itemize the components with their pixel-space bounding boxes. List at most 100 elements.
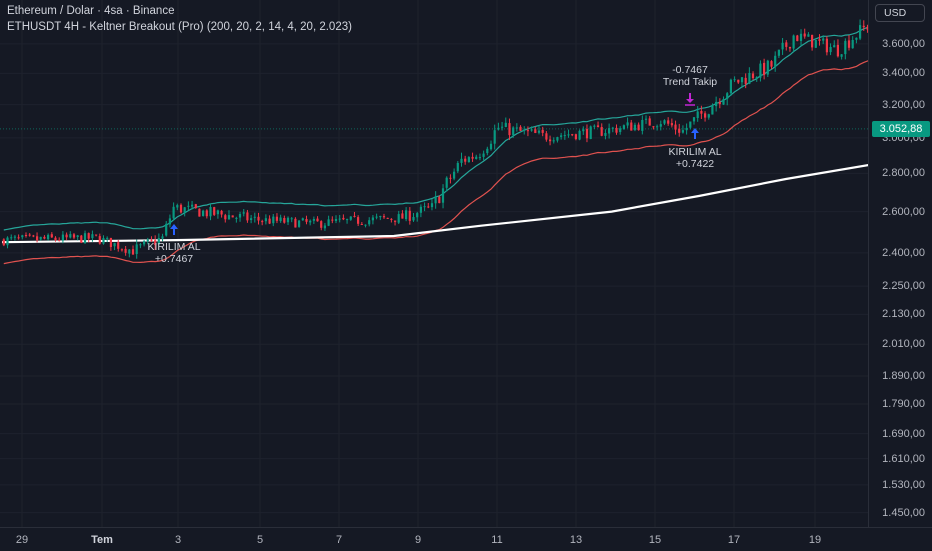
candle [560,132,563,140]
candle-body [729,79,732,94]
exit-label: Trend Takip [662,76,718,88]
chart-title[interactable]: Ethereum / Dolar · 4sa · Binance [7,5,175,17]
price-chart[interactable] [0,0,868,527]
candle [209,203,212,221]
candle-body [305,219,308,222]
candle-body [382,216,386,218]
candle-body [862,25,865,28]
candle-body [715,101,718,107]
candle [390,218,393,223]
candle [117,239,120,252]
candle [866,24,868,33]
candle [541,126,544,137]
candle [530,126,533,132]
candle [803,28,806,39]
candle [39,236,42,241]
candle-body [65,234,68,238]
candle [286,216,290,226]
candle-body [430,203,434,208]
candle [504,117,507,128]
candle [814,39,817,49]
candle [807,32,810,37]
candle [652,125,655,130]
candle [836,39,839,58]
candle-body [681,130,684,133]
candle [733,76,736,83]
candle-body [109,237,112,247]
candle [87,232,90,243]
candle-body [168,218,171,225]
candle-body [405,210,408,220]
candle-body [774,55,777,67]
candle-body [855,37,858,40]
candle [250,214,253,224]
candle [763,58,766,80]
buy-signal-arrow [691,128,699,139]
candle [154,235,157,250]
currency-button[interactable]: USD [875,4,925,22]
candle-body [822,38,825,41]
current-price-label: 3.052,88 [872,121,930,137]
signal1-label: KIRILIM AL [147,241,201,253]
candle-body [268,218,271,224]
candle [482,150,485,161]
time-tick: 11 [491,534,503,546]
candle [253,212,256,223]
candle [283,215,286,224]
candle [788,46,792,52]
candle [434,191,437,209]
candle-body [497,127,500,130]
signal2-label: KIRILIM AL [668,146,722,158]
candle-body [368,220,371,225]
candle [290,216,293,223]
candle-body [113,242,116,247]
candle-body [191,204,194,207]
exit-marker-head [686,99,694,103]
candle-body [338,218,341,220]
candle [21,234,24,240]
time-tick: 29 [15,534,29,546]
candle [405,207,408,222]
candle [106,236,109,243]
candle-body [102,238,105,244]
time-tick: 5 [256,534,264,546]
candle-body [589,126,592,139]
candle-body [744,77,747,84]
candle-body [253,216,256,218]
candle [150,236,153,242]
candle-body [24,235,28,236]
time-axis[interactable]: 29 Tem 3 5 7 9 11 13 15 17 19 [0,527,932,551]
price-tick: 1.450,00 [882,506,925,519]
candle [338,214,341,223]
candle [430,199,434,211]
candle [17,234,20,240]
candle-body [475,156,478,159]
candle [515,123,518,132]
candle [139,243,142,249]
candle-body [72,234,76,238]
candle-body [227,215,231,220]
candle [242,209,245,217]
candle [220,209,223,218]
candle-body [792,35,795,49]
candle [678,123,681,137]
ema-200-line [1,164,868,244]
candle-body [733,79,736,81]
candle-body [501,126,504,128]
candle-body [807,34,810,37]
candle-body [811,34,814,48]
candle [323,222,326,231]
candle-body [622,125,625,129]
candle-body [567,134,570,136]
candle-body [478,157,481,159]
indicator-legend[interactable]: ETHUSDT 4H - Keltner Breakout (Pro) (200… [7,21,352,33]
candle [279,214,282,223]
candle-body [246,212,249,221]
candle [438,195,441,204]
price-axis[interactable]: 3.600,00 3.400,00 3.200,00 3.000,00 2.800,00… [868,0,932,527]
candle [519,125,522,131]
candle-body [722,99,725,105]
candle-body [220,210,223,215]
candle-body [630,122,633,131]
candle [72,232,76,240]
